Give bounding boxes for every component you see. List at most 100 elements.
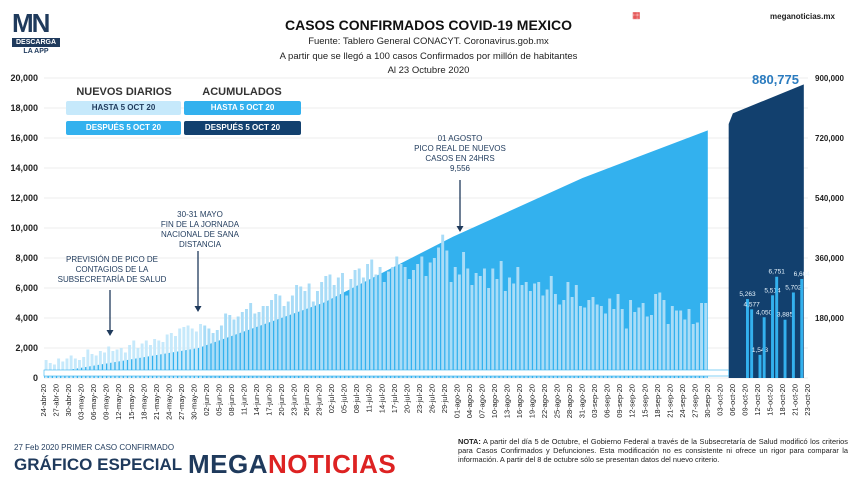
daily-bar <box>533 283 537 378</box>
y-left-tick-label: 8,000 <box>15 253 38 263</box>
daily-bar <box>449 282 453 378</box>
annotation-prevision-text: PREVISIÓN DE PICO DE <box>66 255 158 264</box>
daily-bar <box>370 259 374 378</box>
daily-bar <box>683 319 687 378</box>
x-tick-label: 06-sep-20 <box>603 384 612 418</box>
daily-bar <box>700 303 704 378</box>
daily-bar <box>274 294 278 378</box>
daily-bar <box>612 309 616 378</box>
daily-bar <box>437 247 440 378</box>
annotation-peak-arrow-head <box>456 226 464 232</box>
daily-bar <box>574 285 578 378</box>
y-left-tick-label: 4,000 <box>15 313 38 323</box>
daily-bar <box>324 276 328 378</box>
daily-bar <box>679 310 683 378</box>
x-tick-label: 09-may-20 <box>102 384 111 420</box>
daily-bar <box>649 315 653 378</box>
daily-bar <box>420 256 424 378</box>
x-tick-label: 04-ago-20 <box>465 384 474 418</box>
x-tick-label: 14-jul-20 <box>377 384 386 413</box>
annotation-jornada-text: FIN DE LA JORNADA <box>161 220 240 229</box>
x-tick-label: 05-jun-20 <box>214 384 223 416</box>
daily-bar <box>378 267 382 378</box>
daily-bar <box>65 358 69 378</box>
x-tick-label: 12-sep-20 <box>628 384 637 418</box>
legend-daily-before: HASTA 5 OCT 20 <box>66 101 181 115</box>
daily-bar <box>303 291 307 378</box>
x-tick-label: 09-sep-20 <box>615 384 624 418</box>
daily-bar <box>641 303 645 378</box>
methodology-note: NOTA: A partir del día 5 de Octubre, el … <box>458 437 848 464</box>
daily-bar <box>215 330 219 378</box>
y-left-tick-label: 12,000 <box>10 193 38 203</box>
daily-bar-label: 4,050 <box>756 309 773 316</box>
x-tick-label: 08-jun-20 <box>227 384 236 416</box>
x-tick-label: 30-abr-20 <box>64 384 73 417</box>
daily-bar <box>57 358 61 378</box>
special-graphic-label: GRÁFICO ESPECIAL <box>14 455 183 474</box>
daily-bar-label: 6,751 <box>769 269 786 276</box>
daily-bar <box>78 360 81 378</box>
daily-bar <box>503 291 507 378</box>
daily-bar <box>654 294 658 378</box>
daily-bar <box>148 345 152 378</box>
x-tick-label: 21-may-20 <box>152 384 161 420</box>
x-tick-label: 24-abr-20 <box>39 384 48 417</box>
daily-bar <box>704 303 708 378</box>
daily-bar <box>341 273 344 378</box>
daily-bar <box>416 264 420 378</box>
x-tick-label: 23-oct-20 <box>803 384 812 416</box>
daily-bar <box>203 325 207 378</box>
x-tick-label: 02-jul-20 <box>327 384 336 413</box>
y-right-tick-label: 900,000 <box>815 74 844 83</box>
daily-bar-after <box>750 309 754 378</box>
daily-bar <box>265 306 269 378</box>
x-tick-label: 15-oct-20 <box>766 384 775 416</box>
daily-bar <box>186 325 190 378</box>
x-tick-label: 22-ago-20 <box>540 384 549 418</box>
daily-bar-label: 6,604 <box>794 271 811 278</box>
y-right-tick-label: 540,000 <box>815 194 844 203</box>
x-tick-label: 08-jul-20 <box>352 384 361 413</box>
daily-bar <box>512 283 516 378</box>
daily-bar <box>123 352 127 378</box>
daily-bar-after <box>783 319 787 378</box>
x-tick-label: 02-jun-20 <box>202 384 211 416</box>
meganoticias-logo[interactable]: MN DESCARGA LA APP <box>12 10 60 56</box>
daily-bar <box>249 303 253 378</box>
daily-bar <box>332 285 336 378</box>
daily-bar <box>232 319 236 378</box>
legend-accum-after: DESPUÉS 5 OCT 20 <box>184 121 301 135</box>
daily-bar <box>462 252 466 378</box>
daily-bar <box>207 328 211 378</box>
daily-bar-after <box>771 295 774 378</box>
x-tick-label: 28-ago-20 <box>565 384 574 418</box>
daily-bar <box>466 268 470 378</box>
daily-bar <box>566 282 570 378</box>
daily-bar <box>295 285 299 378</box>
x-tick-label: 03-may-20 <box>77 384 86 420</box>
daily-bar <box>236 316 240 378</box>
x-tick-label: 03-sep-20 <box>590 384 599 418</box>
logo-download-label: DESCARGA <box>12 38 60 47</box>
meganoticias-wordmark: MEGANOTICIAS <box>188 449 397 479</box>
daily-bar <box>570 297 574 378</box>
daily-bar-label: 5,263 <box>739 291 756 298</box>
daily-bar <box>132 340 136 378</box>
daily-bar <box>587 300 591 378</box>
daily-bar <box>73 358 77 378</box>
daily-bar <box>579 306 582 378</box>
x-tick-label: 21-sep-20 <box>665 384 674 418</box>
site-url[interactable]: meganoticias.mx <box>770 12 835 21</box>
annotation-prevision-text: SUBSECRETARÍA DE SALUD <box>58 275 167 284</box>
x-tick-label: 01-ago-20 <box>452 384 461 418</box>
daily-bar <box>604 313 607 378</box>
y-left-tick-label: 6,000 <box>15 283 38 293</box>
daily-bar <box>516 267 520 378</box>
chart-title: CASOS CONFIRMADOS COVID-19 MEXICO <box>284 17 573 33</box>
x-tick-label: 03-oct-20 <box>715 384 724 416</box>
daily-bar <box>499 261 503 378</box>
x-tick-label: 26-jun-20 <box>302 384 311 416</box>
x-tick-label: 30-may-20 <box>189 384 198 420</box>
